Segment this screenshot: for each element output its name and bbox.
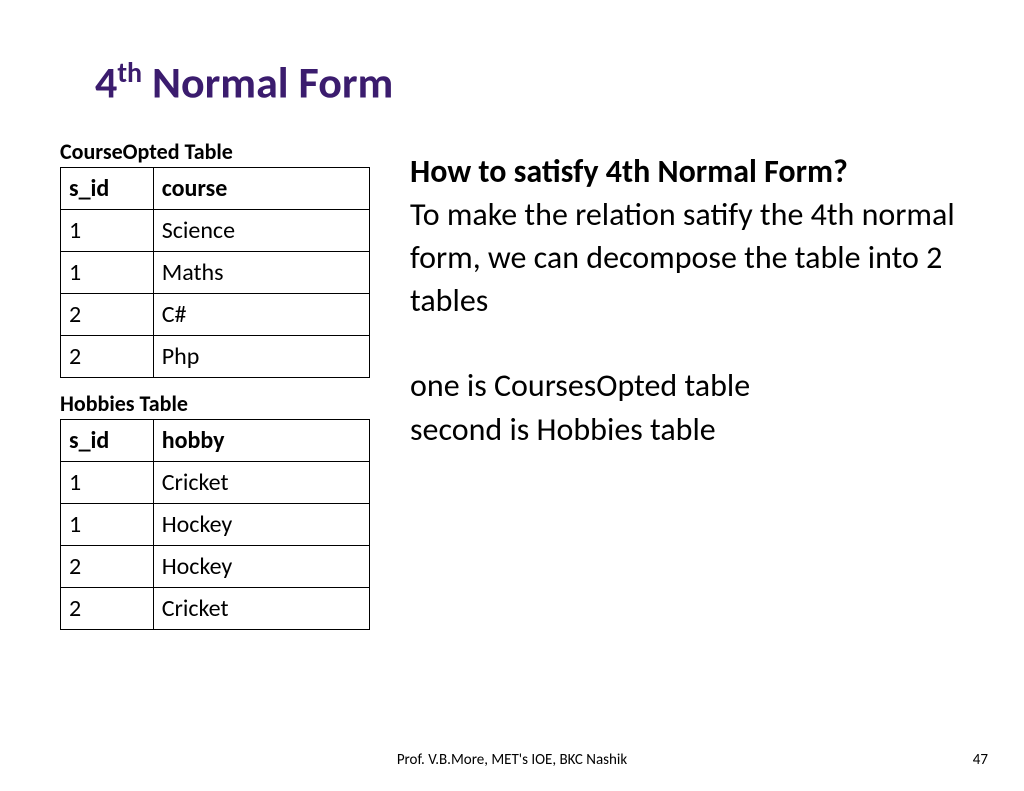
page-number: 47	[973, 751, 988, 769]
table-cell: C#	[153, 293, 369, 335]
table-cell: 2	[61, 293, 154, 335]
table-cell: Php	[153, 335, 369, 377]
table-row: 1 Science	[61, 209, 370, 251]
table-row: 2 Cricket	[61, 587, 370, 629]
table1-label: CourseOpted Table	[60, 138, 370, 165]
table1-col1: course	[153, 167, 369, 209]
table2-col0: s_id	[61, 419, 154, 461]
table-cell: Hockey	[153, 503, 369, 545]
table-cell: Hockey	[153, 545, 369, 587]
table-cell: Cricket	[153, 587, 369, 629]
left-column: CourseOpted Table s_id course 1 Science …	[60, 138, 370, 642]
title-prefix: 4	[95, 56, 117, 110]
content-para1: To make the relation satify the 4th norm…	[410, 193, 964, 323]
table-row: 2 Php	[61, 335, 370, 377]
table-header-row: s_id hobby	[61, 419, 370, 461]
table-cell: 1	[61, 461, 154, 503]
table2-label: Hobbies Table	[60, 390, 370, 417]
table-cell: Maths	[153, 251, 369, 293]
table-cell: Cricket	[153, 461, 369, 503]
right-column: How to satisfy 4th Normal Form? To make …	[410, 138, 964, 642]
table-cell: 2	[61, 335, 154, 377]
courseopted-table: s_id course 1 Science 1 Maths 2	[60, 167, 370, 378]
content-para2b: second is Hobbies table	[410, 408, 964, 451]
title-rest: Normal Form	[142, 56, 393, 110]
table-cell: 2	[61, 587, 154, 629]
table-cell: 1	[61, 503, 154, 545]
table1-col0: s_id	[61, 167, 154, 209]
table-cell: 1	[61, 251, 154, 293]
table-header-row: s_id course	[61, 167, 370, 209]
title-sup: th	[117, 55, 142, 90]
table2-col1: hobby	[153, 419, 369, 461]
table-cell: 2	[61, 545, 154, 587]
footer-author: Prof. V.B.More, MET's IOE, BKC Nashik	[0, 751, 1024, 769]
content-para2a: one is CoursesOpted table	[410, 364, 964, 407]
slide-title: 4th Normal Form	[95, 55, 964, 110]
table-row: 2 C#	[61, 293, 370, 335]
content-heading: How to satisfy 4th Normal Form?	[410, 150, 964, 193]
table-row: 2 Hockey	[61, 545, 370, 587]
table-row: 1 Maths	[61, 251, 370, 293]
table-row: 1 Hockey	[61, 503, 370, 545]
table-cell: 1	[61, 209, 154, 251]
table-cell: Science	[153, 209, 369, 251]
table-row: 1 Cricket	[61, 461, 370, 503]
hobbies-table: s_id hobby 1 Cricket 1 Hockey 2	[60, 419, 370, 630]
